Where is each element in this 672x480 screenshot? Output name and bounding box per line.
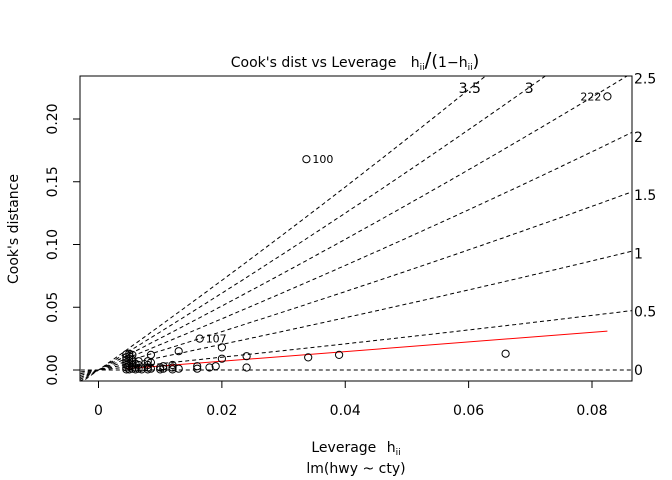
data-point xyxy=(146,350,155,359)
data-point xyxy=(302,155,311,164)
data-point xyxy=(174,364,183,373)
contour-line-1_5 xyxy=(80,191,632,377)
data-point xyxy=(217,354,226,363)
data-point xyxy=(242,352,251,361)
data-point xyxy=(159,364,168,373)
title-h2-sub: ii xyxy=(468,63,473,73)
data-point xyxy=(174,347,183,356)
y-tick-label: 0.10 xyxy=(45,229,61,260)
title-minus: − xyxy=(447,55,459,71)
title-slash: / xyxy=(425,48,432,72)
smoother-line xyxy=(126,330,608,370)
data-point xyxy=(217,343,226,352)
data-point xyxy=(168,363,177,372)
smoother-line-group xyxy=(126,330,608,370)
point-label-100: 100 xyxy=(312,153,333,166)
data-point xyxy=(195,334,204,343)
x-tick-label: 0 xyxy=(94,403,103,419)
contour-line-2_5 xyxy=(80,76,628,380)
x-tick-label: 0.06 xyxy=(453,403,484,419)
data-point xyxy=(146,364,155,373)
data-point xyxy=(205,363,214,372)
contour-line-2 xyxy=(80,131,632,379)
y-axis-label: Cook's distance xyxy=(6,174,22,284)
x-tick-label: 0.08 xyxy=(576,403,607,419)
data-point xyxy=(159,362,168,371)
data-point xyxy=(193,364,202,373)
contour-label-1: 1 xyxy=(634,246,643,262)
data-point xyxy=(242,363,251,372)
title-main: Cook's dist vs Leverage xyxy=(231,55,397,71)
data-point xyxy=(134,357,143,366)
x-tick-label: 0.02 xyxy=(206,403,237,419)
title-close-paren: ) xyxy=(473,52,480,72)
data-point xyxy=(193,362,202,371)
data-point xyxy=(304,353,313,362)
title-one: 1 xyxy=(438,55,447,71)
contour-lines xyxy=(80,76,632,381)
x-axis-label: Leverage hii xyxy=(311,440,400,458)
title-h-sub: ii xyxy=(420,63,425,73)
contour-line-3 xyxy=(80,76,547,381)
contour-label-3: 3 xyxy=(525,81,534,97)
x-axis-label-h: h xyxy=(387,440,396,456)
chart-title: Cook's dist vs Leverage hii/(1−hii) xyxy=(231,48,479,73)
contour-line-3_5 xyxy=(82,76,487,381)
x-axis: 0 0.02 0.04 0.06 0.08 xyxy=(94,381,608,419)
point-label-222: 222 xyxy=(580,90,601,103)
y-tick-label: 0.20 xyxy=(45,103,61,134)
x-axis-label-text: Leverage xyxy=(311,440,376,456)
contour-label-0_5: 0.5 xyxy=(634,305,656,321)
data-point xyxy=(603,92,612,101)
data-point xyxy=(335,350,344,359)
y-tick-label: 0.05 xyxy=(45,292,61,323)
contour-label-2: 2 xyxy=(634,130,643,146)
contour-label-2_5: 2.5 xyxy=(634,72,656,88)
contour-label-3_5: 3.5 xyxy=(459,81,481,97)
model-sublabel: lm(hwy ~ cty) xyxy=(306,461,405,477)
contour-line-1 xyxy=(80,250,632,375)
point-label-107: 107 xyxy=(206,333,227,346)
data-point xyxy=(501,349,510,358)
y-axis: 0.00 0.05 0.10 0.15 0.20 xyxy=(45,103,80,386)
data-points xyxy=(122,92,612,374)
data-point xyxy=(211,362,220,371)
point-labels: 107 100 222 xyxy=(206,90,602,345)
contour-line-0_5 xyxy=(80,310,632,373)
data-point xyxy=(128,350,137,359)
contour-label-0: 0 xyxy=(634,363,643,379)
title-open-paren: ( xyxy=(431,52,438,72)
plot-frame xyxy=(79,75,633,382)
data-point xyxy=(168,360,177,370)
x-tick-label: 0.04 xyxy=(330,403,361,419)
y-tick-label: 0.15 xyxy=(45,166,61,197)
contour-labels: 0 0.5 1 1.5 2 2.5 3 3.5 xyxy=(459,72,657,380)
title-h2: h xyxy=(459,55,468,71)
title-h: h xyxy=(411,55,420,71)
contour-label-1_5: 1.5 xyxy=(634,188,656,204)
x-axis-label-sub: ii xyxy=(396,448,401,458)
y-tick-label: 0.00 xyxy=(45,354,61,385)
